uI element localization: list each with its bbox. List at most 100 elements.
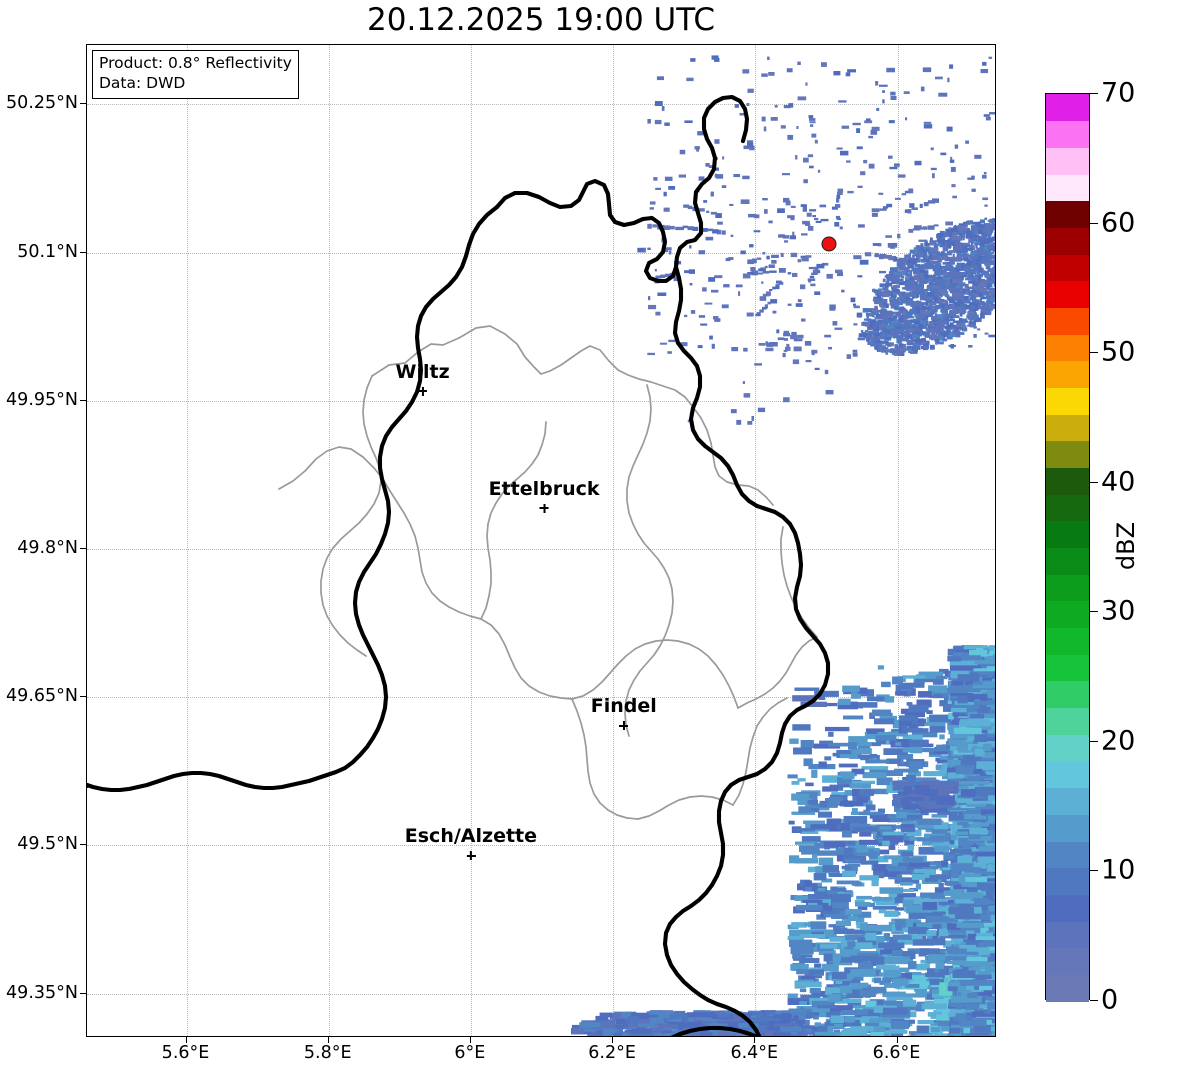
longitude-tick-5 bbox=[896, 1037, 898, 1043]
gridline-vertical-1 bbox=[328, 45, 330, 1036]
latitude-tick-label-5: 49.5°N bbox=[17, 834, 78, 855]
city-label: Findel bbox=[590, 695, 657, 718]
colorbar-tick-30 bbox=[1090, 611, 1098, 613]
latitude-tick-6 bbox=[80, 992, 86, 994]
colorbar-band-18 bbox=[1046, 494, 1089, 522]
longitude-tick-label-3: 6.2°E bbox=[588, 1043, 636, 1063]
country-border bbox=[87, 94, 831, 1036]
colorbar-tick-label-10: 10 bbox=[1101, 854, 1136, 886]
colorbar-tick-label-60: 60 bbox=[1101, 207, 1136, 239]
colorbar-band-9 bbox=[1046, 734, 1089, 762]
longitude-tick-2 bbox=[469, 1037, 471, 1043]
map-borders-layer bbox=[87, 94, 831, 1036]
city-ettelbruck: Ettelbruck bbox=[488, 477, 600, 513]
colorbar-band-8 bbox=[1046, 760, 1089, 789]
longitude-tick-label-1: 5.8°E bbox=[303, 1043, 352, 1063]
longitude-tick-0 bbox=[185, 1037, 187, 1043]
longitude-tick-label-2: 6°E bbox=[454, 1043, 486, 1063]
gridline-horizontal-0 bbox=[87, 104, 995, 106]
gridline-horizontal-3 bbox=[87, 548, 995, 550]
latitude-tick-label-6: 49.35°N bbox=[6, 982, 78, 1003]
latitude-tick-label-2: 49.95°N bbox=[6, 389, 78, 410]
info-product-line: Product: 0.8° Reflectivity bbox=[99, 54, 292, 72]
colorbar-band-20 bbox=[1046, 440, 1089, 469]
colorbar-band-22 bbox=[1046, 387, 1089, 415]
longitude-tick-1 bbox=[327, 1037, 329, 1043]
colorbar-band-12 bbox=[1046, 654, 1089, 682]
colorbar-band-19 bbox=[1046, 467, 1089, 495]
gridline-horizontal-4 bbox=[87, 697, 995, 699]
gridline-vertical-2 bbox=[470, 45, 472, 1036]
colorbar-band-17 bbox=[1046, 520, 1089, 549]
gridline-horizontal-5 bbox=[87, 845, 995, 847]
colorbar-band-2 bbox=[1046, 920, 1089, 949]
info-data-line: Data: DWD bbox=[99, 73, 186, 92]
latitude-tick-label-4: 49.65°N bbox=[6, 686, 78, 707]
colorbar-tick-0 bbox=[1090, 1000, 1098, 1001]
colorbar-tick-50 bbox=[1090, 352, 1098, 354]
colorbar-band-7 bbox=[1046, 787, 1089, 815]
colorbar-band-25 bbox=[1046, 307, 1089, 335]
colorbar-band-3 bbox=[1046, 894, 1089, 922]
colorbar-band-10 bbox=[1046, 707, 1089, 735]
latitude-tick-0 bbox=[80, 103, 86, 105]
latitude-tick-label-1: 50.1°N bbox=[17, 241, 78, 262]
map-canvas: Wiltz Ettelbruck Findel Esch/Alzette bbox=[87, 45, 995, 1036]
gridline-horizontal-6 bbox=[87, 993, 995, 995]
colorbar-tick-60 bbox=[1090, 222, 1098, 224]
city-findel: Findel bbox=[590, 695, 657, 731]
gridline-horizontal-1 bbox=[87, 252, 995, 254]
page-title: 20.12.2025 19:00 UTC bbox=[367, 2, 715, 38]
city-marker-icon bbox=[466, 851, 476, 861]
latitude-tick-label-3: 49.8°N bbox=[17, 537, 78, 558]
colorbar-band-28 bbox=[1046, 227, 1089, 255]
latitude-tick-label-0: 50.25°N bbox=[6, 93, 78, 114]
colorbar-band-13 bbox=[1046, 627, 1089, 655]
gridline-vertical-5 bbox=[897, 45, 899, 1036]
latitude-tick-1 bbox=[80, 251, 86, 253]
gridline-vertical-0 bbox=[186, 45, 188, 1036]
longitude-tick-4 bbox=[754, 1037, 756, 1043]
city-label: Ettelbruck bbox=[488, 477, 600, 500]
radar-station-marker[interactable] bbox=[821, 236, 836, 252]
gridline-vertical-3 bbox=[613, 45, 615, 1036]
colorbar-tick-40 bbox=[1090, 481, 1098, 483]
colorbar-band-30 bbox=[1046, 174, 1089, 202]
colorbar-band-4 bbox=[1046, 867, 1089, 895]
city-label: Wiltz bbox=[395, 360, 450, 383]
colorbar-band-14 bbox=[1046, 600, 1089, 629]
gridline-vertical-4 bbox=[755, 45, 757, 1036]
colorbar-band-16 bbox=[1046, 547, 1089, 575]
radar-echo-layer bbox=[571, 55, 995, 1036]
colorbar-band-27 bbox=[1046, 254, 1089, 282]
colorbar-tick-label-70: 70 bbox=[1101, 77, 1136, 109]
colorbar-band-6 bbox=[1046, 814, 1089, 842]
colorbar-tick-label-30: 30 bbox=[1101, 595, 1136, 627]
info-box: Product: 0.8° Reflectivity Data: DWD bbox=[92, 50, 299, 99]
colorbar-band-15 bbox=[1046, 574, 1089, 602]
gridline-horizontal-2 bbox=[87, 400, 995, 402]
city-marker-icon bbox=[418, 386, 428, 396]
latitude-tick-3 bbox=[80, 547, 86, 549]
colorbar-band-29 bbox=[1046, 200, 1089, 228]
colorbar-band-31 bbox=[1046, 147, 1089, 175]
colorbar-tick-20 bbox=[1090, 740, 1098, 742]
colorbar-tick-10 bbox=[1090, 870, 1098, 872]
colorbar-band-23 bbox=[1046, 360, 1089, 389]
colorbar-band-0 bbox=[1046, 974, 1089, 1002]
longitude-tick-label-4: 6.4°E bbox=[730, 1043, 779, 1063]
colorbar-tick-70 bbox=[1090, 93, 1098, 94]
colorbar-band-5 bbox=[1046, 840, 1089, 869]
colorbar-tick-label-0: 0 bbox=[1101, 984, 1119, 1016]
city-marker-icon bbox=[539, 503, 549, 513]
colorbar-tick-label-20: 20 bbox=[1101, 725, 1136, 757]
colorbar-tick-label-50: 50 bbox=[1101, 336, 1136, 368]
map-plot-area[interactable]: Wiltz Ettelbruck Findel Esch/Alzette bbox=[86, 44, 996, 1037]
longitude-tick-label-0: 5.6°E bbox=[161, 1043, 210, 1063]
city-label: Esch/Alzette bbox=[404, 825, 538, 848]
longitude-tick-3 bbox=[612, 1037, 614, 1043]
colorbar[interactable] bbox=[1045, 93, 1090, 1002]
latitude-tick-4 bbox=[80, 696, 86, 698]
colorbar-band-24 bbox=[1046, 334, 1089, 362]
